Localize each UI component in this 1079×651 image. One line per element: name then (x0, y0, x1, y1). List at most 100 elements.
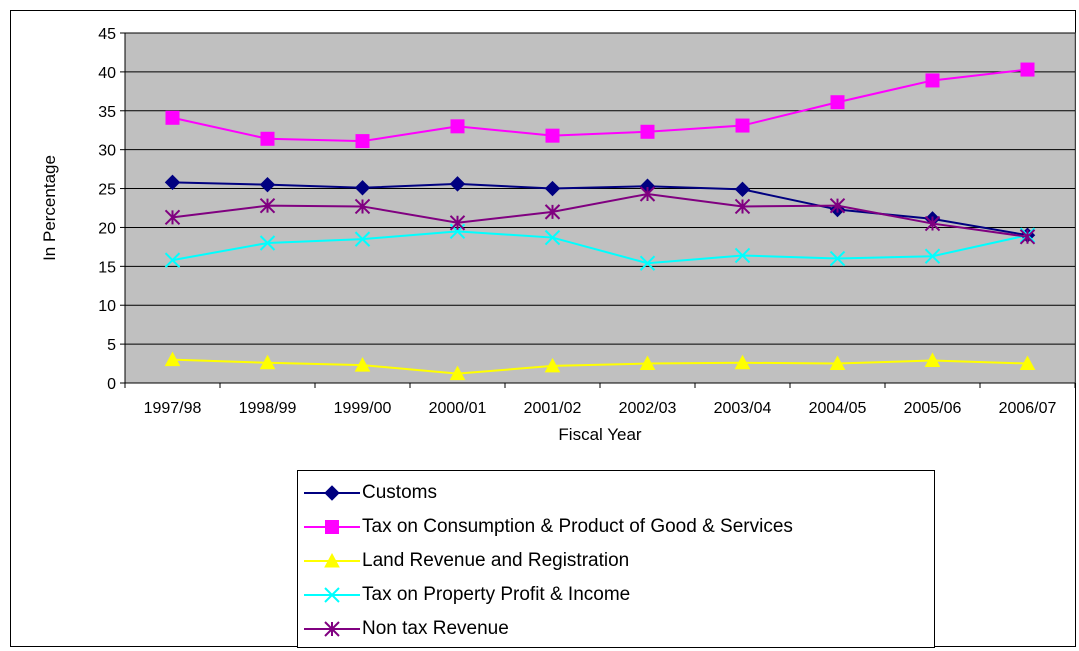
y-tick-label: 0 (107, 376, 116, 393)
asterisk-marker (354, 198, 371, 215)
legend-label: Tax on Consumption & Product of Good & S… (362, 516, 793, 537)
y-tick-label: 35 (98, 104, 116, 121)
x-axis-ticks: 1997/98 1998/99 1999/00 2000/01 2001/02 2002/… (124, 383, 1076, 417)
x-marker (354, 231, 371, 247)
x-tick-label: 2004/05 (809, 400, 867, 417)
series-layer (164, 62, 1036, 381)
legend-item: Tax on Property Profit & Income (298, 578, 934, 612)
x-tick-label: 2001/02 (524, 400, 582, 417)
legend-swatch (304, 485, 360, 501)
series-line (172, 68, 1028, 143)
square-marker (355, 134, 370, 149)
triangle-marker (354, 357, 371, 372)
triangle-marker (544, 357, 561, 373)
triangle-marker (449, 365, 466, 381)
square-marker (830, 95, 845, 110)
diamond-marker (449, 176, 466, 192)
chart-legend: Customs Tax on Consumption & Product of G… (297, 470, 935, 648)
x-marker (829, 250, 846, 267)
y-tick-label: 25 (98, 182, 116, 199)
x-tick-label: 2000/01 (429, 400, 487, 417)
legend-item: Customs (298, 476, 934, 510)
x-tick-label: 2003/04 (714, 400, 772, 417)
asterisk-marker (829, 197, 846, 214)
triangle-marker (259, 354, 276, 370)
x-marker (734, 247, 751, 264)
square-marker (735, 118, 750, 133)
triangle-marker (734, 354, 751, 370)
series-3 (164, 223, 1036, 271)
line-chart: 0 5 10 15 20 25 30 35 40 45 1997/98 1998/99 1999/00… (40, 26, 1076, 444)
x-tick-label: 1999/00 (334, 400, 392, 417)
legend-item: Tax on Consumption & Product of Good & S… (298, 510, 934, 544)
legend-item: Land Revenue and Registration (298, 544, 934, 578)
series-line (172, 358, 1028, 375)
y-tick-label: 30 (98, 143, 116, 160)
y-tick-label: 20 (98, 220, 116, 237)
y-tick-label: 40 (98, 65, 116, 82)
legend-label: Non tax Revenue (362, 618, 509, 639)
x-tick-label: 2005/06 (904, 400, 962, 417)
square-marker (1020, 62, 1035, 77)
diamond-marker (354, 180, 371, 196)
square-marker (260, 131, 275, 146)
legend-label: Customs (362, 482, 437, 503)
x-marker (164, 252, 181, 268)
asterisk-marker (924, 215, 941, 232)
triangle-marker (164, 351, 181, 367)
legend-label: Tax on Property Profit & Income (362, 584, 631, 605)
legend-label: Land Revenue and Registration (362, 550, 630, 571)
triangle-marker (924, 352, 941, 367)
y-tick-label: 45 (98, 26, 116, 43)
x-axis-title: Fiscal Year (558, 425, 641, 444)
legend-swatch (304, 552, 360, 568)
y-tick-label: 5 (107, 337, 116, 354)
asterisk-marker (1019, 229, 1036, 245)
series-line (172, 192, 1028, 238)
x-tick-label: 1998/99 (239, 400, 297, 417)
chart-frame: 0 5 10 15 20 25 30 35 40 45 1997/98 1998/99 1999/00… (10, 10, 1076, 648)
square-marker (545, 128, 560, 143)
y-axis-ticks: 0 5 10 15 20 25 30 35 40 45 (98, 26, 125, 393)
diamond-marker (164, 174, 181, 191)
asterisk-marker (544, 204, 561, 220)
triangle-marker (639, 355, 656, 371)
legend-swatch (304, 587, 360, 603)
asterisk-marker (164, 209, 181, 226)
series-4 (164, 186, 1036, 245)
diamond-marker (259, 176, 276, 193)
asterisk-marker (259, 197, 276, 214)
x-marker (924, 248, 941, 264)
diamond-marker (324, 485, 340, 501)
x-marker (324, 587, 340, 603)
square-marker (325, 520, 339, 534)
legend-swatch (304, 621, 360, 637)
asterisk-marker (639, 186, 656, 202)
x-tick-label: 2002/03 (619, 400, 677, 417)
square-marker (165, 110, 180, 125)
diamond-marker (734, 181, 751, 198)
x-tick-label: 1997/98 (144, 400, 202, 417)
square-marker (925, 73, 940, 88)
y-tick-label: 10 (98, 298, 116, 315)
triangle-marker (1019, 355, 1036, 371)
plot-area (124, 32, 1076, 384)
series-line (172, 230, 1028, 265)
triangle-marker (324, 552, 340, 568)
asterisk-marker (324, 621, 340, 637)
legend-swatch (304, 520, 360, 534)
triangle-marker (829, 355, 846, 371)
legend-item: Non tax Revenue (298, 612, 934, 646)
x-marker (544, 229, 561, 246)
x-marker (259, 235, 276, 251)
x-marker (639, 255, 656, 271)
square-marker (450, 119, 465, 134)
series-2 (164, 351, 1036, 381)
series-1 (165, 62, 1035, 149)
diamond-marker (544, 180, 561, 197)
asterisk-marker (734, 198, 751, 215)
x-tick-label: 2006/07 (999, 400, 1057, 417)
asterisk-marker (449, 215, 466, 231)
y-axis-title: In Percentage (40, 155, 59, 261)
y-tick-label: 15 (98, 259, 116, 276)
